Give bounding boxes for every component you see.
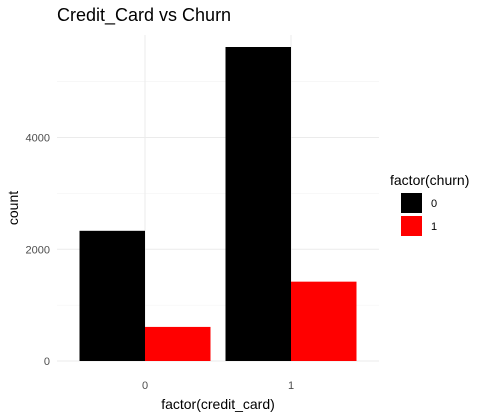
bar [225,47,291,361]
x-tick-label: 0 [142,380,148,392]
x-axis-title: factor(credit_card) [161,396,275,412]
x-tick-label: 1 [288,380,294,392]
legend-items: 01 [401,193,437,236]
legend-swatch [401,216,422,236]
bar [145,326,211,361]
y-axis-title: count [5,191,21,225]
legend-label: 1 [431,221,437,233]
legend-swatch [401,193,422,213]
bars [79,47,357,361]
bar [79,230,145,361]
chart-title: Credit_Card vs Churn [57,5,231,26]
y-tick-label: 2000 [26,244,50,256]
legend-label: 0 [431,198,437,210]
legend-title: factor(churn) [390,172,469,188]
y-tick-label: 0 [44,356,50,368]
legend: factor(churn) 01 [390,172,469,236]
y-axis-ticks: 0 2000 4000 [26,133,50,368]
y-tick-label: 4000 [26,133,50,145]
bar [291,281,357,361]
